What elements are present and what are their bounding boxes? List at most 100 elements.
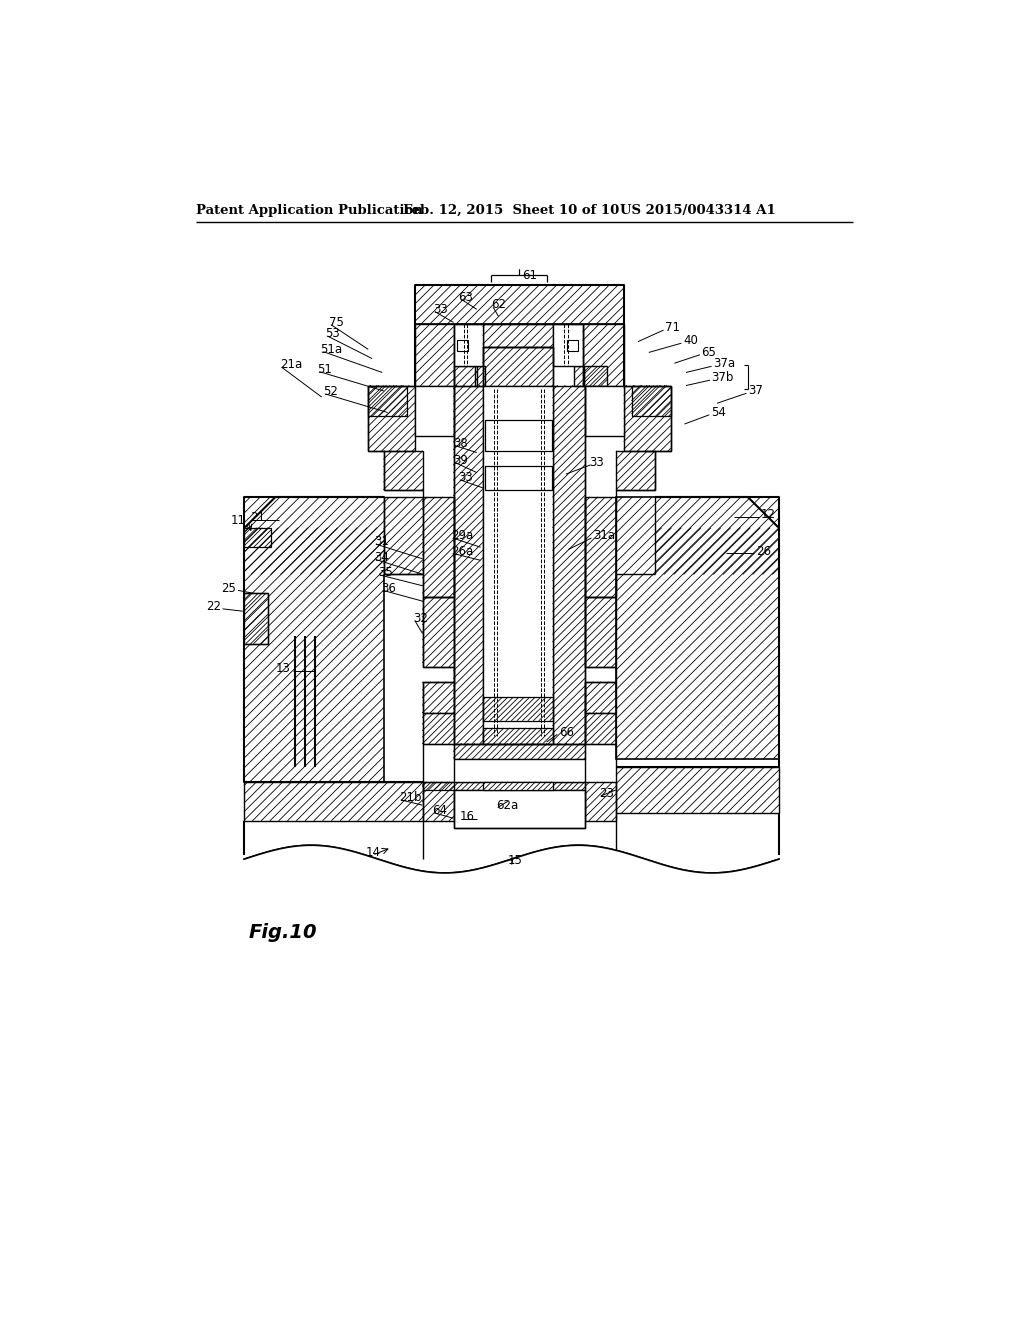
Text: 51: 51 [317, 363, 332, 376]
Bar [458, 341, 468, 351]
Text: 62: 62 [490, 298, 506, 312]
Polygon shape [245, 498, 384, 574]
Text: 54: 54 [711, 407, 726, 418]
Bar [245, 498, 384, 781]
Text: 63: 63 [458, 290, 473, 304]
Text: Patent Application Publication: Patent Application Publication [197, 205, 423, 218]
Text: 36: 36 [381, 582, 396, 594]
Bar [553, 323, 583, 367]
Text: 13: 13 [275, 663, 291, 676]
Bar [483, 323, 553, 347]
Bar [483, 697, 553, 721]
Bar [616, 767, 779, 813]
Bar [553, 385, 586, 743]
Text: 34: 34 [375, 550, 389, 564]
Text: 37: 37 [748, 384, 763, 397]
Bar [369, 385, 407, 416]
Text: 16: 16 [460, 810, 475, 824]
Bar [384, 498, 423, 574]
Bar [483, 781, 553, 789]
Bar [586, 713, 616, 743]
Bar [369, 385, 415, 451]
Text: 21b: 21b [399, 791, 422, 804]
Bar [584, 367, 607, 385]
Bar [484, 420, 552, 451]
Text: 31a: 31a [593, 529, 615, 543]
Text: 23: 23 [599, 787, 614, 800]
Bar [384, 451, 423, 490]
Bar [245, 594, 267, 644]
Bar [454, 367, 477, 385]
Text: 65: 65 [701, 346, 717, 359]
Text: 75: 75 [330, 315, 344, 329]
Text: 33: 33 [458, 471, 473, 484]
Text: 52: 52 [324, 385, 338, 399]
Text: 37b: 37b [712, 371, 734, 384]
Text: 37a: 37a [713, 358, 735, 371]
Text: 71: 71 [665, 321, 680, 334]
Bar [586, 682, 616, 713]
Bar [454, 323, 483, 367]
Text: 39: 39 [454, 454, 468, 467]
Bar [423, 598, 454, 667]
Bar [574, 367, 584, 385]
Bar [632, 385, 671, 416]
Text: 33: 33 [589, 455, 604, 469]
Text: 31: 31 [375, 536, 389, 548]
Bar [586, 385, 624, 436]
Bar [483, 385, 553, 743]
Text: 35: 35 [378, 566, 393, 579]
Bar [423, 781, 586, 789]
Bar [454, 759, 586, 781]
Bar [454, 385, 483, 743]
Bar [415, 385, 454, 436]
Text: 53: 53 [326, 327, 340, 341]
Bar [616, 498, 779, 759]
Text: 32: 32 [414, 611, 428, 624]
Text: 14: 14 [366, 846, 381, 859]
Text: 61: 61 [521, 269, 537, 282]
Bar [586, 598, 616, 667]
Bar [454, 789, 586, 829]
Text: 64: 64 [432, 804, 447, 817]
Bar [567, 341, 579, 351]
Bar [423, 682, 454, 713]
Text: 15: 15 [508, 854, 522, 867]
Bar [423, 781, 454, 821]
Text: 38: 38 [454, 437, 468, 450]
Text: 51a: 51a [321, 343, 342, 356]
Bar [475, 367, 484, 385]
Bar [616, 451, 655, 490]
Text: 33: 33 [433, 302, 449, 315]
Bar [586, 498, 616, 598]
Text: 21: 21 [251, 511, 265, 524]
Text: 29a: 29a [452, 529, 473, 543]
Text: 26: 26 [756, 545, 771, 557]
Bar [454, 743, 586, 759]
Text: 26a: 26a [452, 545, 473, 557]
Text: US 2015/0043314 A1: US 2015/0043314 A1 [621, 205, 776, 218]
Text: 62a: 62a [496, 799, 518, 812]
Bar [484, 466, 552, 490]
Text: Fig.10: Fig.10 [248, 923, 316, 941]
Text: 12: 12 [761, 508, 775, 521]
Bar [423, 498, 454, 598]
Bar [583, 323, 624, 385]
Bar [415, 323, 454, 385]
Text: 21a: 21a [280, 358, 302, 371]
Bar [586, 781, 616, 821]
Bar [245, 528, 271, 548]
Bar [483, 729, 553, 743]
Bar [245, 781, 423, 821]
Polygon shape [655, 498, 779, 574]
Text: 25: 25 [221, 582, 237, 594]
Bar [624, 385, 671, 451]
Text: 11: 11 [230, 513, 246, 527]
Bar [423, 713, 454, 743]
Bar [483, 347, 553, 385]
Text: 40: 40 [683, 334, 697, 347]
Text: 22: 22 [206, 601, 221, 612]
Text: Feb. 12, 2015  Sheet 10 of 10: Feb. 12, 2015 Sheet 10 of 10 [403, 205, 620, 218]
Text: 66: 66 [559, 726, 573, 739]
Bar [415, 285, 624, 323]
